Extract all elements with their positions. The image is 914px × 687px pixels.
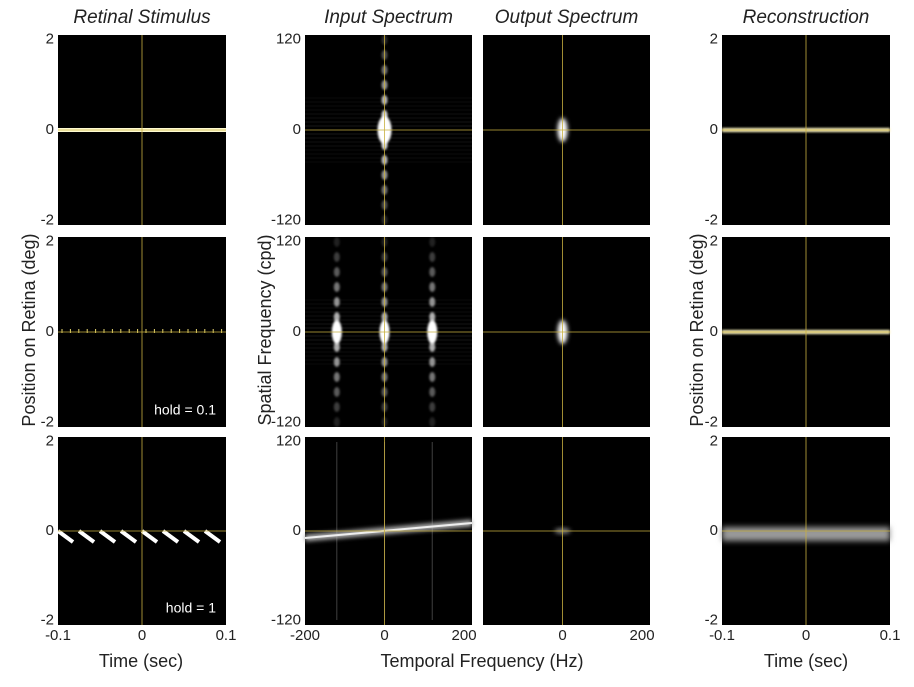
spectrum-blob xyxy=(429,237,436,247)
y-tick-label: 0 xyxy=(710,121,718,138)
spectrum-blob xyxy=(429,297,436,307)
spectrum-blob xyxy=(333,372,340,382)
x-axis-label: Time (sec) xyxy=(99,651,183,671)
y-tick-label: 0 xyxy=(293,522,301,539)
spectrum-blob xyxy=(333,267,340,277)
y-tick-label: 0 xyxy=(46,121,54,138)
stimulus-dash xyxy=(56,529,75,544)
spectrum-blob xyxy=(333,357,340,367)
stimulus-dash xyxy=(98,529,117,544)
panel xyxy=(58,237,226,427)
y-tick-label: 2 xyxy=(46,30,54,47)
spectrum-blob xyxy=(333,237,340,247)
y-tick-label: -120 xyxy=(271,413,301,430)
spectrum-blob xyxy=(429,282,436,292)
spectrum-blob xyxy=(429,252,436,262)
spectrum-blob xyxy=(333,387,340,397)
x-axis-label: Temporal Frequency (Hz) xyxy=(380,651,583,671)
spectrum-blob xyxy=(429,372,436,382)
y-tick-label: 2 xyxy=(46,432,54,449)
x-tick-label: 0.1 xyxy=(216,627,237,644)
spectrum-blob xyxy=(429,402,436,412)
spectrum-blob xyxy=(429,387,436,397)
y-tick-label: 0 xyxy=(46,323,54,340)
spectrum-band-core xyxy=(304,522,473,539)
stimulus-dash xyxy=(161,529,180,544)
y-tick-label: 0 xyxy=(293,323,301,340)
x-tick-label: 200 xyxy=(452,627,477,644)
spectrum-blob xyxy=(429,312,436,322)
spectrum-blob xyxy=(333,282,340,292)
y-axis-label: Position on Retina (deg) xyxy=(19,233,39,426)
column-title: Reconstruction xyxy=(743,7,870,28)
x-tick-label: -0.1 xyxy=(709,627,735,644)
y-tick-label: 0 xyxy=(293,121,301,138)
y-tick-label: 2 xyxy=(710,30,718,47)
x-tick-label: -0.1 xyxy=(45,627,71,644)
stimulus-dash xyxy=(140,529,159,544)
panel xyxy=(58,35,226,225)
y-tick-label: -2 xyxy=(705,413,718,430)
y-tick-label: 120 xyxy=(276,232,301,249)
column-title: Input Spectrum xyxy=(324,7,453,28)
y-tick-label: -120 xyxy=(271,611,301,628)
annotation: hold = 1 xyxy=(166,600,216,616)
spectrum-blob xyxy=(333,252,340,262)
panel xyxy=(483,237,650,427)
spectrum-blob xyxy=(333,342,340,352)
panel xyxy=(305,35,472,225)
spectrum-blob xyxy=(429,357,436,367)
panel xyxy=(722,237,890,427)
y-tick-label: -2 xyxy=(705,611,718,628)
y-tick-label: 120 xyxy=(276,30,301,47)
y-tick-label: -120 xyxy=(271,211,301,228)
x-tick-label: 0 xyxy=(558,627,566,644)
panel xyxy=(304,437,473,625)
panel xyxy=(483,35,650,225)
y-tick-label: 2 xyxy=(710,432,718,449)
y-tick-label: -2 xyxy=(41,413,54,430)
spectrum-blob xyxy=(429,342,436,352)
x-tick-label: 0 xyxy=(380,627,388,644)
y-tick-label: -2 xyxy=(41,611,54,628)
column-title: Retinal Stimulus xyxy=(73,7,211,28)
y-tick-label: 120 xyxy=(276,432,301,449)
annotation: hold = 0.1 xyxy=(154,402,216,418)
stimulus-dash xyxy=(77,529,96,544)
y-tick-label: 0 xyxy=(46,522,54,539)
panel xyxy=(305,237,472,427)
spectrum-blob xyxy=(333,402,340,412)
panel xyxy=(722,35,890,225)
stimulus-dash xyxy=(119,529,138,544)
spectrum-blob xyxy=(429,267,436,277)
y-tick-label: 0 xyxy=(710,522,718,539)
y-tick-label: 0 xyxy=(710,323,718,340)
spectrum-blob xyxy=(333,297,340,307)
x-tick-label: 0 xyxy=(138,627,146,644)
x-axis-label: Time (sec) xyxy=(764,651,848,671)
x-tick-label: -200 xyxy=(290,627,320,644)
y-tick-label: 2 xyxy=(710,232,718,249)
x-tick-label: 0.1 xyxy=(880,627,901,644)
y-tick-label: 2 xyxy=(46,232,54,249)
x-tick-label: 200 xyxy=(630,627,655,644)
panel xyxy=(483,437,650,625)
spectrum-blob xyxy=(333,417,340,427)
y-axis-label: Spatial Frequency (cpd) xyxy=(255,234,275,425)
spectrum-blob xyxy=(333,312,340,322)
column-title: Output Spectrum xyxy=(495,7,639,28)
stimulus-dash xyxy=(182,529,201,544)
y-tick-label: -2 xyxy=(705,211,718,228)
y-axis-label: Position on Retina (deg) xyxy=(687,233,707,426)
panel xyxy=(56,437,226,625)
stimulus-dash xyxy=(203,529,222,544)
y-tick-label: -2 xyxy=(41,211,54,228)
panel xyxy=(722,437,890,625)
spectrum-blob xyxy=(429,417,436,427)
x-tick-label: 0 xyxy=(802,627,810,644)
